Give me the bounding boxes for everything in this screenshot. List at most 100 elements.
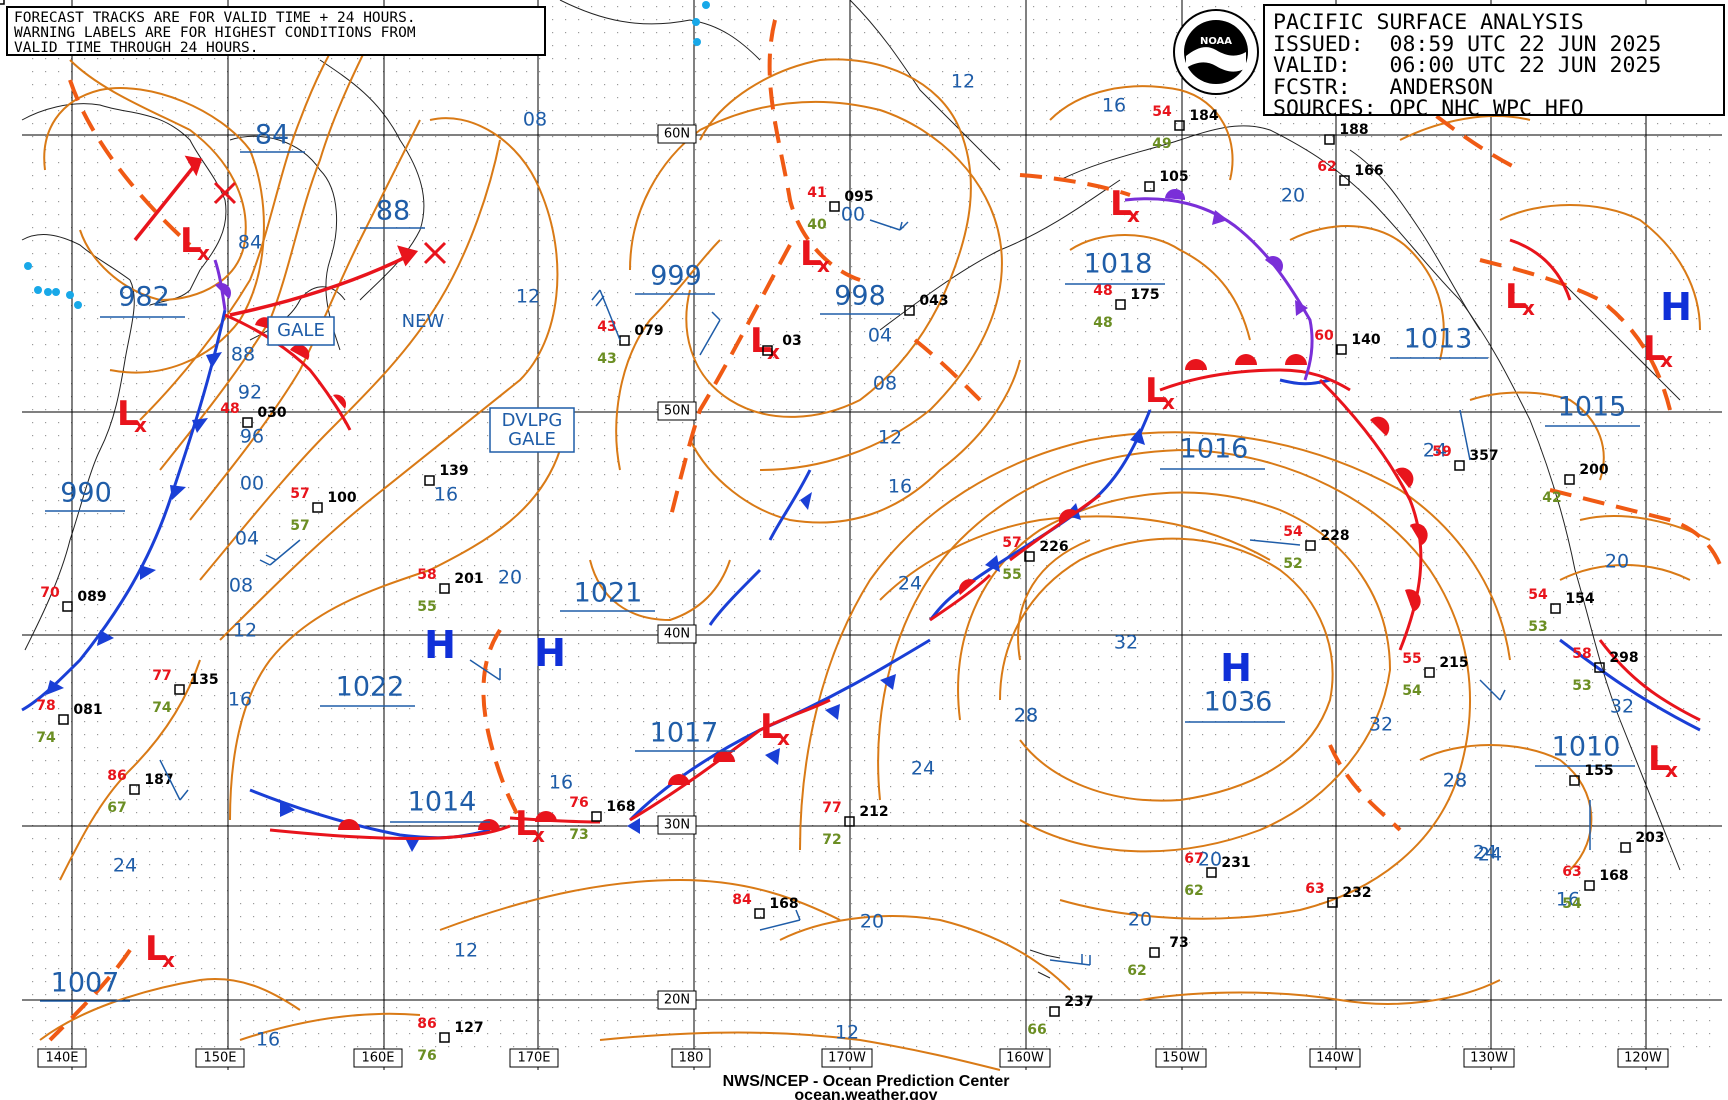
station-temp: 54 xyxy=(1283,524,1303,540)
station-temp: 63 xyxy=(1562,864,1581,880)
station-observations: 089 70 081 78 74 187 86 67 135 77 74 100 57 57 030 48 13… xyxy=(0,0,1665,1064)
isobar-label: 20 xyxy=(1605,551,1629,573)
lon-label: 170E xyxy=(517,1051,550,1066)
station-temp: 48 xyxy=(220,401,239,417)
station-temp: 62 xyxy=(1317,159,1336,175)
analysis-title-box: PACIFIC SURFACE ANALYSIS ISSUED: 08:59 U… xyxy=(1263,4,1725,119)
isobar-label: 16 xyxy=(256,1029,280,1051)
warm-front-bumps xyxy=(255,317,1428,830)
station-pressure: 187 xyxy=(144,772,173,788)
station-dewpoint: 48 xyxy=(1093,315,1112,331)
isobar-label: 20 xyxy=(1281,185,1305,207)
pressure-label: 88 xyxy=(376,196,410,227)
station-obs: 212 77 72 xyxy=(822,800,888,848)
buoy-dots xyxy=(24,1,710,309)
isobar-label: 12 xyxy=(454,940,478,962)
station-dewpoint: 53 xyxy=(1528,619,1547,635)
pressure-label: 84 xyxy=(255,120,289,151)
station-marker xyxy=(1324,134,1335,145)
isobar-label: 24 xyxy=(1478,844,1502,866)
map-dot-grid xyxy=(22,0,1722,1055)
station-pressure: 030 xyxy=(257,405,286,421)
station-temp: 55 xyxy=(1402,651,1421,667)
storm-tracks xyxy=(133,155,419,317)
station-temp: 57 xyxy=(290,486,309,502)
station-marker xyxy=(1339,175,1350,186)
station-marker xyxy=(1564,474,1575,485)
station-dewpoint: 66 xyxy=(1027,1022,1046,1038)
low-center-icon: Lx xyxy=(760,707,790,750)
svg-text:x: x xyxy=(817,253,830,277)
station-marker xyxy=(1584,880,1595,891)
svg-text:L: L xyxy=(145,929,167,969)
station-obs: 166 62 xyxy=(1317,159,1384,186)
station-marker xyxy=(1550,603,1561,614)
low-center-icon: Lx xyxy=(515,804,545,847)
station-pressure: 089 xyxy=(77,589,106,605)
svg-text:L: L xyxy=(1110,184,1132,224)
pressure-label: 1014 xyxy=(408,787,477,818)
station-dewpoint: 43 xyxy=(597,351,616,367)
svg-text:x: x xyxy=(162,948,175,972)
station-obs: 030 48 xyxy=(220,401,287,428)
station-dewpoint: 73 xyxy=(569,827,588,843)
station-dewpoint: 74 xyxy=(36,730,56,746)
station-marker xyxy=(591,811,602,822)
station-obs: 155 xyxy=(1569,763,1614,786)
sources-line: SOURCES: OPC NHC WPC HFO xyxy=(1273,96,1584,121)
isobar-label: 32 xyxy=(1369,714,1393,736)
isobar-label: 20 xyxy=(1128,909,1152,931)
station-marker xyxy=(1024,551,1035,562)
station-marker xyxy=(242,417,253,428)
svg-text:x: x xyxy=(1127,203,1140,227)
high-center-icon: H xyxy=(1220,646,1252,690)
isobar-label: 12 xyxy=(516,286,540,308)
isobar-label: 24 xyxy=(898,573,922,595)
pressure-label: 1015 xyxy=(1558,392,1627,423)
station-pressure: 201 xyxy=(454,571,483,587)
low-center-icon: Lx xyxy=(180,221,210,265)
forecast-note: FORECAST TRACKS ARE FOR VALID TIME + 24 … xyxy=(14,10,416,26)
station-pressure: 357 xyxy=(1469,448,1498,464)
station-obs: 043 xyxy=(904,293,949,316)
lon-label: 140E xyxy=(45,1051,78,1066)
station-marker xyxy=(174,684,185,695)
station-marker xyxy=(58,714,69,725)
station-dewpoint: 54 xyxy=(1402,683,1422,699)
station-dewpoint: 62 xyxy=(1127,963,1146,979)
isobar-label: 12 xyxy=(233,620,257,642)
lon-label: 150E xyxy=(203,1051,236,1066)
svg-text:L: L xyxy=(760,707,782,747)
lat-label: 40N xyxy=(664,627,690,642)
svg-text:L: L xyxy=(1648,739,1670,779)
issued-line: ISSUED: 08:59 UTC 22 JUN 2025 xyxy=(1273,31,1662,57)
warning-label: NEW xyxy=(402,311,445,332)
station-temp: 58 xyxy=(1572,646,1591,662)
station-marker xyxy=(829,201,840,212)
station-marker xyxy=(619,335,630,346)
high-center-icon: H xyxy=(534,631,566,675)
station-pressure: 135 xyxy=(189,672,218,688)
station-temp: 59 xyxy=(1432,444,1451,460)
station-dewpoint: 52 xyxy=(1283,556,1302,572)
station-obs: 100 57 57 xyxy=(290,486,357,534)
isobar-label: 92 xyxy=(238,382,262,404)
station-pressure: 105 xyxy=(1159,169,1188,185)
isobar-label: 28 xyxy=(1014,705,1038,727)
high-center-icon: H xyxy=(424,623,456,667)
station-pressure: 237 xyxy=(1064,994,1093,1010)
occluded-front-symbols xyxy=(215,188,1308,316)
cold-front-barbs xyxy=(46,352,1145,852)
isobar-label: 04 xyxy=(235,528,259,550)
station-marker xyxy=(1569,775,1580,786)
pressure-label: 1010 xyxy=(1552,732,1621,763)
station-temp: 76 xyxy=(569,795,588,811)
station-marker xyxy=(439,583,450,594)
warning-label: GALE xyxy=(277,320,325,341)
low-center-icon: Lx xyxy=(117,394,147,437)
station-obs: 168 76 73 xyxy=(569,795,635,843)
svg-text:L: L xyxy=(180,221,202,261)
warning-label: DVLPG xyxy=(502,410,563,431)
lon-label: 130W xyxy=(1470,1051,1508,1066)
low-center-icon: Lx xyxy=(800,234,830,277)
